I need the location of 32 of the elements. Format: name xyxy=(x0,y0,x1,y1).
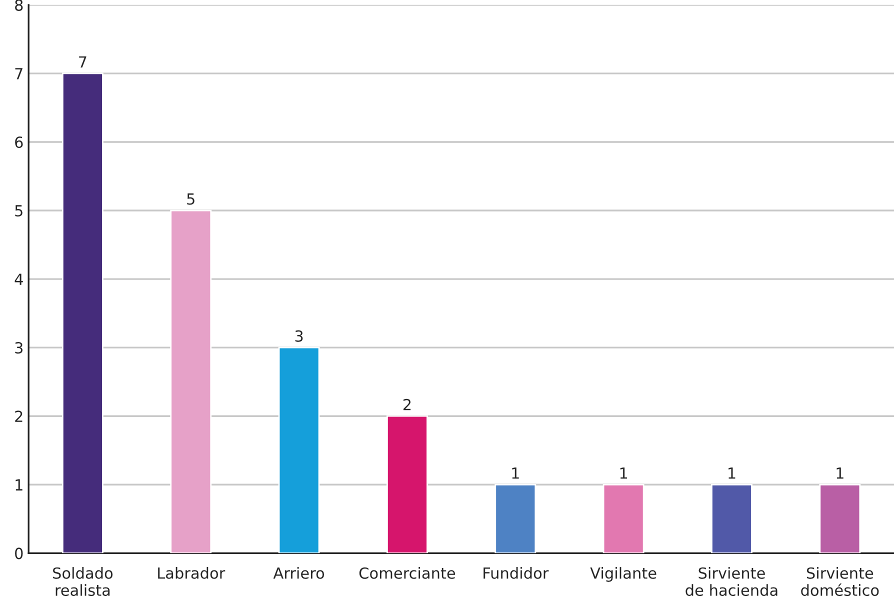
x-tick-label: Fundidor xyxy=(484,567,549,579)
y-tick-label: 4 xyxy=(14,274,23,285)
bar xyxy=(711,484,752,554)
data-label: 1 xyxy=(728,468,736,479)
y-tick-label: 3 xyxy=(15,342,23,354)
data-label: 2 xyxy=(403,398,411,410)
x-tick-label: Sirviente doméstico xyxy=(801,567,879,596)
data-label: 1 xyxy=(836,468,844,479)
x-tick-label: Soldado realista xyxy=(53,567,113,596)
y-tick-label: 1 xyxy=(16,479,22,490)
y-tick-label: 7 xyxy=(15,68,22,80)
x-tick-label: Arriero xyxy=(273,567,324,579)
x-tick-label: Comerciante xyxy=(359,567,456,579)
y-tick-label: 5 xyxy=(15,205,22,217)
data-label: 5 xyxy=(187,193,194,205)
bar xyxy=(62,72,104,554)
x-tick-label: Vigilante xyxy=(590,567,656,582)
bar xyxy=(170,210,212,554)
data-label: 3 xyxy=(295,330,303,342)
bar xyxy=(494,484,536,554)
y-tick-label: 6 xyxy=(15,136,23,148)
data-label: 1 xyxy=(512,468,519,479)
x-tick-label: Sirviente de hacienda xyxy=(686,567,778,596)
data-label: 1 xyxy=(620,468,628,479)
bar xyxy=(278,346,320,554)
bar xyxy=(386,415,428,554)
y-tick-label: 0 xyxy=(15,548,23,560)
x-tick-label: Labrador xyxy=(158,567,226,579)
data-label: 7 xyxy=(79,56,86,68)
bar xyxy=(819,484,861,554)
y-tick-label: 2 xyxy=(15,410,22,422)
bar xyxy=(602,484,644,554)
